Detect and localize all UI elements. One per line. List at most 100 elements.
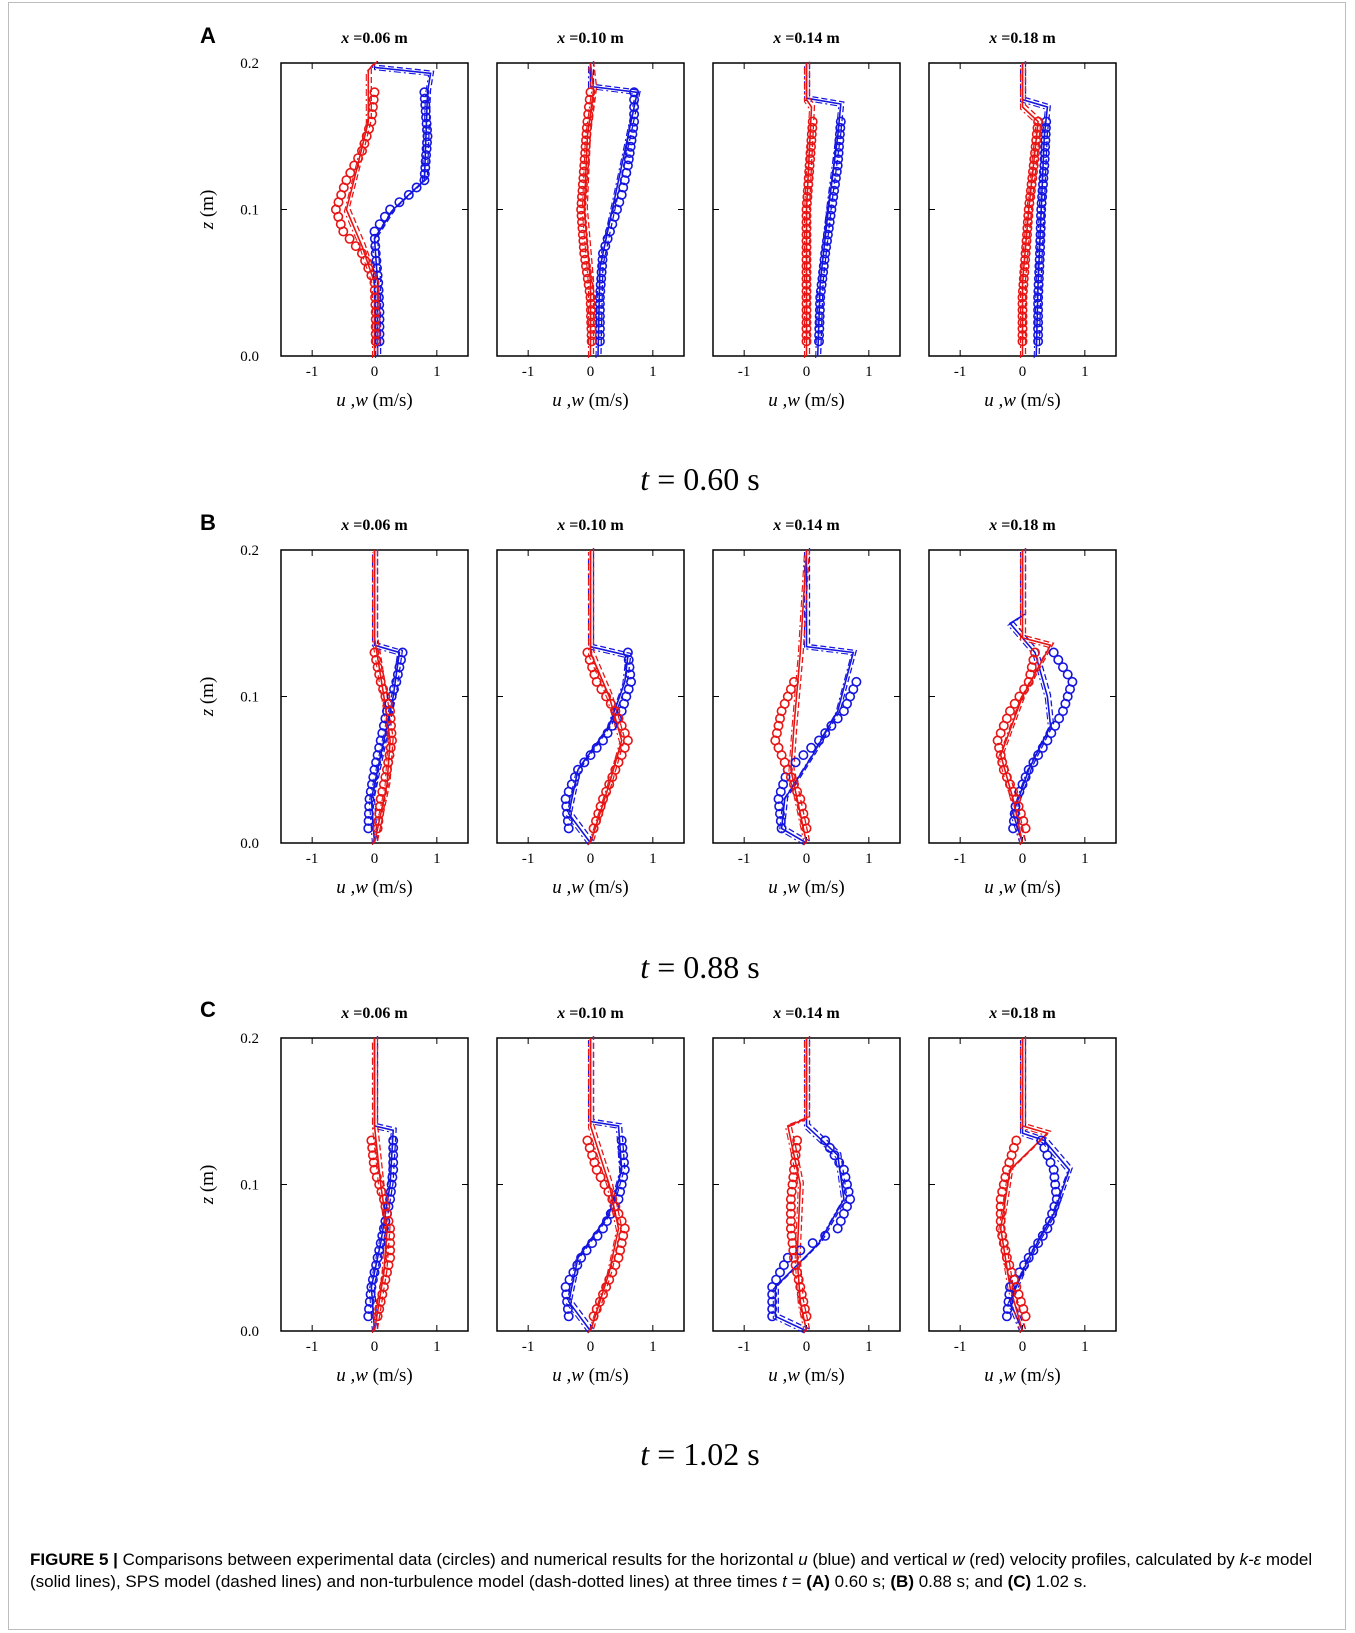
u-exp-point (596, 267, 607, 278)
u-exp-point (1033, 317, 1044, 328)
w-exp-point (385, 1230, 396, 1241)
u-exp-point (616, 1135, 627, 1146)
w-exp-point (385, 1245, 396, 1256)
u-exp-point (833, 154, 844, 165)
w-exp-point (793, 1274, 804, 1285)
u-exp-point (1028, 757, 1039, 768)
caption-w: w (952, 1550, 965, 1569)
x-tick-label: 0 (371, 364, 379, 380)
u-exp-point (826, 720, 837, 731)
u-exp-point (1001, 1311, 1012, 1322)
u-exp-point (387, 1172, 398, 1183)
subplot-title: x =0.14 m (772, 1005, 840, 1022)
u-exp-point (597, 1223, 608, 1234)
u-exp-point (1033, 323, 1044, 334)
u-exp-point (618, 1157, 629, 1168)
x-tick-label: 1 (433, 1339, 441, 1355)
panel-letter: B (200, 510, 216, 535)
subplot: x =0.10 m -1 0 1 u ,w (m/s) (496, 517, 685, 898)
u-exp-point (767, 1296, 778, 1307)
u-exp-point (774, 801, 785, 812)
u-exp-point (602, 728, 613, 739)
x-tick-label: 1 (649, 1339, 657, 1355)
u-exp-point (1039, 148, 1050, 159)
u-exp-point (388, 1157, 399, 1168)
u-exp-point (562, 808, 573, 819)
w-exp-point (1025, 185, 1036, 196)
w-exp-point (370, 307, 381, 318)
w-exp-point (576, 191, 587, 202)
w-sim-dashdot (587, 1040, 618, 1334)
w-exp-point (785, 1223, 796, 1234)
w-exp-point (1025, 191, 1036, 202)
w-sim-dashdot (581, 64, 593, 358)
u-sim-solid (567, 1038, 623, 1332)
u-exp-point (1033, 750, 1044, 761)
w-exp-point (805, 141, 816, 152)
u-exp-point (818, 267, 829, 278)
u-exp-point (607, 720, 618, 731)
w-exp-point (1017, 304, 1028, 315)
u-exp-point (830, 173, 841, 184)
w-sim-dashdot (343, 64, 374, 358)
w-exp-point (380, 772, 391, 783)
u-exp-point (834, 135, 845, 146)
w-exp-point (801, 323, 812, 334)
w-sim-dashed (586, 60, 598, 354)
u-exp-point (833, 148, 844, 159)
panel-b: Bt = 0.88 s x =0.06 m -1 0 1 u ,w (m/s) 0.0 0.1… (197, 510, 1117, 985)
w-exp-point (995, 1201, 1006, 1212)
u-exp-point (1062, 669, 1073, 680)
w-exp-point (803, 173, 814, 184)
w-exp-point (788, 1252, 799, 1263)
u-exp-point (826, 204, 837, 215)
w-sim-dashdot (803, 65, 811, 358)
u-exp-point (841, 1179, 852, 1190)
w-exp-point (801, 317, 812, 328)
w-exp-point (1027, 173, 1038, 184)
u-sim-dashdot (1019, 65, 1046, 359)
u-exp-point (814, 311, 825, 322)
x-tick-label: -1 (522, 851, 535, 867)
w-exp-point (1024, 198, 1035, 209)
w-exp-point (585, 311, 596, 322)
w-exp-point (1029, 154, 1040, 165)
w-exp-point (801, 267, 812, 278)
w-exp-point (367, 109, 378, 120)
u-exp-point (421, 112, 432, 123)
u-exp-point (1053, 654, 1064, 665)
u-sim-dashed (571, 1036, 626, 1330)
u-exp-point (392, 669, 403, 680)
w-exp-point (997, 757, 1008, 768)
u-exp-point (562, 1304, 573, 1315)
w-exp-point (790, 1150, 801, 1161)
u-exp-point (820, 248, 831, 259)
w-exp-point (582, 273, 593, 284)
w-exp-point (1017, 298, 1028, 309)
u-exp-point (824, 217, 835, 228)
w-exp-point (576, 204, 587, 215)
u-exp-point (1038, 173, 1049, 184)
x-tick-label: -1 (738, 851, 751, 867)
u-exp-point (1035, 235, 1046, 246)
u-exp-point (1033, 292, 1044, 303)
w-exp-point (385, 1252, 396, 1263)
subplot-title: x =0.18 m (988, 30, 1056, 47)
caption-c: (C) (1007, 1572, 1032, 1591)
u-exp-point (1035, 223, 1046, 234)
x-tick-label: -1 (954, 1339, 967, 1355)
u-exp-point (629, 109, 640, 120)
x-tick-label: 1 (649, 364, 657, 380)
w-exp-point (788, 676, 799, 687)
w-exp-point (801, 210, 812, 221)
w-exp-point (789, 1157, 800, 1168)
u-exp-point (625, 676, 636, 687)
caption-text-3: (red) velocity profiles, calculated by (964, 1550, 1240, 1569)
w-exp-point (581, 129, 592, 140)
u-exp-point (1035, 229, 1046, 240)
x-tick-label: -1 (954, 364, 967, 380)
x-tick-label: 0 (803, 364, 811, 380)
u-exp-point (767, 1289, 778, 1300)
w-exp-point (795, 1282, 806, 1293)
u-exp-point (782, 1252, 793, 1263)
